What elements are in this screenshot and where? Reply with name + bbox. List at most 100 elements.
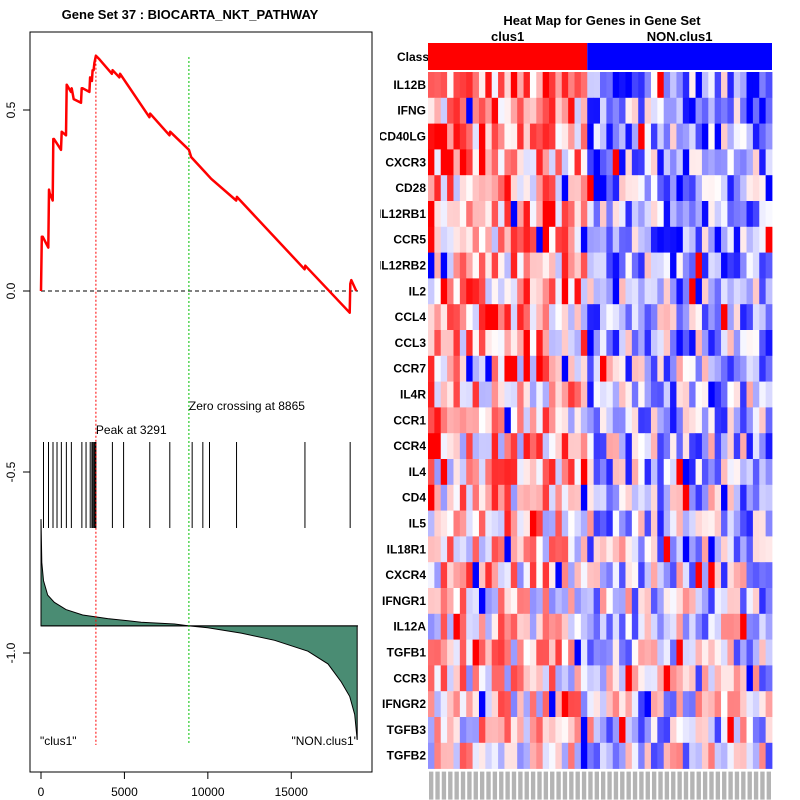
heatmap-cell <box>701 665 709 692</box>
heatmap-cell <box>759 742 767 769</box>
heatmap-cell <box>523 691 531 718</box>
heatmap-cell <box>440 407 448 434</box>
heatmap-cell <box>485 613 493 640</box>
heatmap-cell <box>466 278 473 305</box>
heatmap-cell <box>561 536 569 563</box>
heatmap-cell <box>549 226 556 253</box>
gene-label: CCR4 <box>393 439 426 453</box>
heatmap-cell <box>606 691 614 718</box>
heatmap-cell <box>733 226 741 253</box>
heatmap-cell <box>472 717 480 744</box>
heatmap-cell <box>625 330 633 357</box>
heatmap-cell <box>561 304 569 331</box>
heatmap-cell <box>549 691 556 718</box>
heatmap-cell <box>619 330 626 357</box>
heatmap-cell <box>689 304 696 331</box>
heatmap-cell <box>721 691 728 718</box>
heatmap-cell <box>676 536 684 563</box>
heatmap-cell <box>721 407 728 434</box>
heatmap-cell <box>555 742 563 769</box>
heatmap-cell <box>727 407 735 434</box>
heatmap-cell <box>587 588 595 615</box>
heatmap-cell <box>510 175 518 202</box>
heatmap-cell <box>714 691 722 718</box>
heatmap-cell <box>612 175 620 202</box>
heatmap-cell <box>625 355 633 382</box>
heatmap-cell <box>657 252 665 279</box>
heatmap-cell <box>746 278 754 305</box>
heatmap-cell <box>721 149 728 176</box>
gene-label: IL5 <box>409 517 427 531</box>
heatmap-cell <box>752 562 760 589</box>
sample-label-mark <box>569 771 574 800</box>
heatmap-cell <box>542 639 550 666</box>
heatmap-cell <box>472 278 480 305</box>
heatmap-cell <box>606 717 614 744</box>
heatmap-cell <box>689 278 696 305</box>
heatmap-cell <box>574 510 582 537</box>
heatmap-cell <box>498 665 505 692</box>
heatmap-cell <box>478 278 486 305</box>
heatmap-cell <box>606 510 614 537</box>
heatmap-cell <box>491 175 499 202</box>
heatmap-cell <box>765 72 773 99</box>
heatmap-cell <box>752 691 760 718</box>
heatmap-cell <box>529 665 537 692</box>
heatmap-cell <box>682 407 690 434</box>
heatmap-cell <box>587 665 595 692</box>
heatmap-cell <box>561 175 569 202</box>
heatmap-cell <box>472 639 480 666</box>
heatmap-cell <box>555 226 563 253</box>
heatmap-cell <box>593 742 601 769</box>
heatmap-cell <box>466 355 473 382</box>
sample-label-mark <box>537 771 542 800</box>
heatmap-cell <box>625 226 633 253</box>
heatmap-cell <box>695 742 703 769</box>
heatmap-cell <box>689 407 696 434</box>
heatmap-cell <box>631 717 639 744</box>
heatmap-cell <box>701 613 709 640</box>
heatmap-cell <box>529 407 537 434</box>
heatmap-cell <box>568 562 575 589</box>
heatmap-cell <box>676 304 684 331</box>
heatmap-cell <box>721 639 728 666</box>
heatmap-cell <box>600 717 607 744</box>
heatmap-cell <box>714 536 722 563</box>
heatmap-cell <box>682 639 690 666</box>
heatmap-cell <box>510 588 518 615</box>
heatmap-cell <box>561 510 569 537</box>
heatmap-cell <box>478 588 486 615</box>
heatmap-cell <box>555 149 563 176</box>
heatmap-cell <box>491 149 499 176</box>
heatmap-cell <box>472 123 480 150</box>
heatmap-cell <box>701 717 709 744</box>
heatmap-cell <box>708 484 716 511</box>
heatmap-cell <box>606 123 614 150</box>
heatmap-cell <box>727 717 735 744</box>
heatmap-cell <box>568 742 575 769</box>
heatmap-cell <box>580 304 588 331</box>
heatmap-cell <box>619 613 626 640</box>
heatmap-cell <box>523 717 531 744</box>
sample-label-mark <box>734 771 740 800</box>
heatmap-cell <box>472 252 480 279</box>
heatmap-cell <box>714 742 722 769</box>
heatmap-cell <box>606 639 614 666</box>
heatmap-cell <box>466 562 473 589</box>
heatmap-cell <box>625 278 633 305</box>
heatmap-cell <box>523 665 531 692</box>
class-bar-clus1 <box>428 43 588 70</box>
heatmap-cell <box>612 355 620 382</box>
sample-label-mark <box>441 771 447 800</box>
heatmap-cell <box>504 613 512 640</box>
gene-label: IL12A <box>393 620 426 634</box>
heatmap-cell <box>580 717 588 744</box>
heatmap-cell <box>510 355 518 382</box>
heatmap-cell <box>529 97 537 124</box>
heatmap-cell <box>561 717 569 744</box>
heatmap-cell <box>765 510 773 537</box>
heatmap-cell <box>428 691 435 718</box>
heatmap-cell <box>485 665 493 692</box>
heatmap-cell <box>555 639 563 666</box>
heatmap-cell <box>733 330 741 357</box>
